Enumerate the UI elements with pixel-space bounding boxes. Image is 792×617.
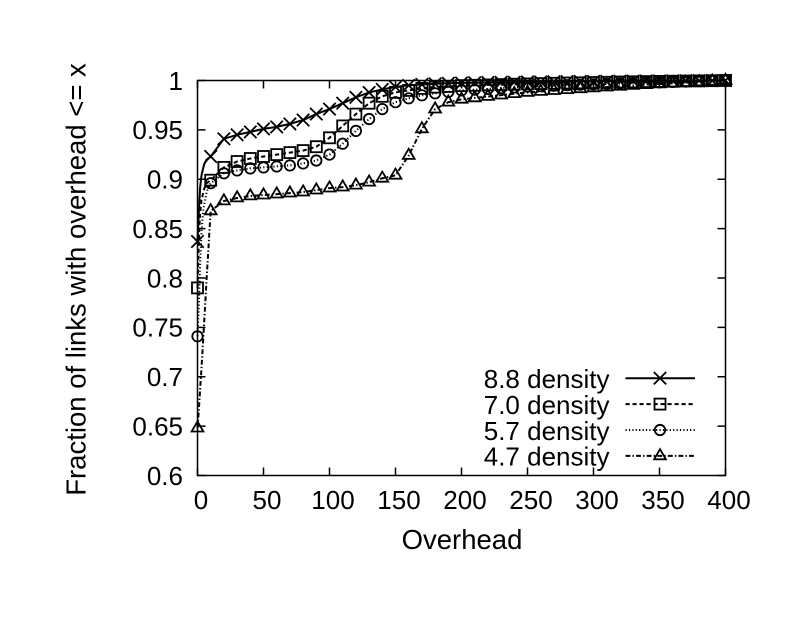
svg-text:0.8: 0.8 [147, 263, 183, 293]
svg-text:250: 250 [509, 485, 552, 515]
svg-text:400: 400 [707, 485, 750, 515]
svg-text:5.7 density: 5.7 density [484, 416, 610, 446]
svg-text:300: 300 [575, 485, 618, 515]
svg-text:0: 0 [194, 485, 208, 515]
svg-text:Overhead: Overhead [402, 524, 523, 555]
svg-text:50: 50 [253, 485, 282, 515]
svg-text:350: 350 [641, 485, 684, 515]
svg-text:8.8 density: 8.8 density [484, 364, 610, 394]
svg-text:0.85: 0.85 [132, 214, 183, 244]
svg-text:Fraction of links with overhea: Fraction of links with overhead <= x [61, 63, 92, 496]
svg-text:0.95: 0.95 [132, 115, 183, 145]
svg-text:1: 1 [169, 66, 183, 96]
svg-text:200: 200 [443, 485, 486, 515]
svg-text:0.7: 0.7 [147, 362, 183, 392]
svg-text:150: 150 [377, 485, 420, 515]
svg-text:7.0 density: 7.0 density [484, 390, 610, 420]
svg-text:0.6: 0.6 [147, 461, 183, 491]
svg-text:100: 100 [311, 485, 354, 515]
svg-text:4.7 density: 4.7 density [484, 442, 610, 472]
svg-text:0.9: 0.9 [147, 165, 183, 195]
svg-text:0.75: 0.75 [132, 313, 183, 343]
svg-text:0.65: 0.65 [132, 411, 183, 441]
